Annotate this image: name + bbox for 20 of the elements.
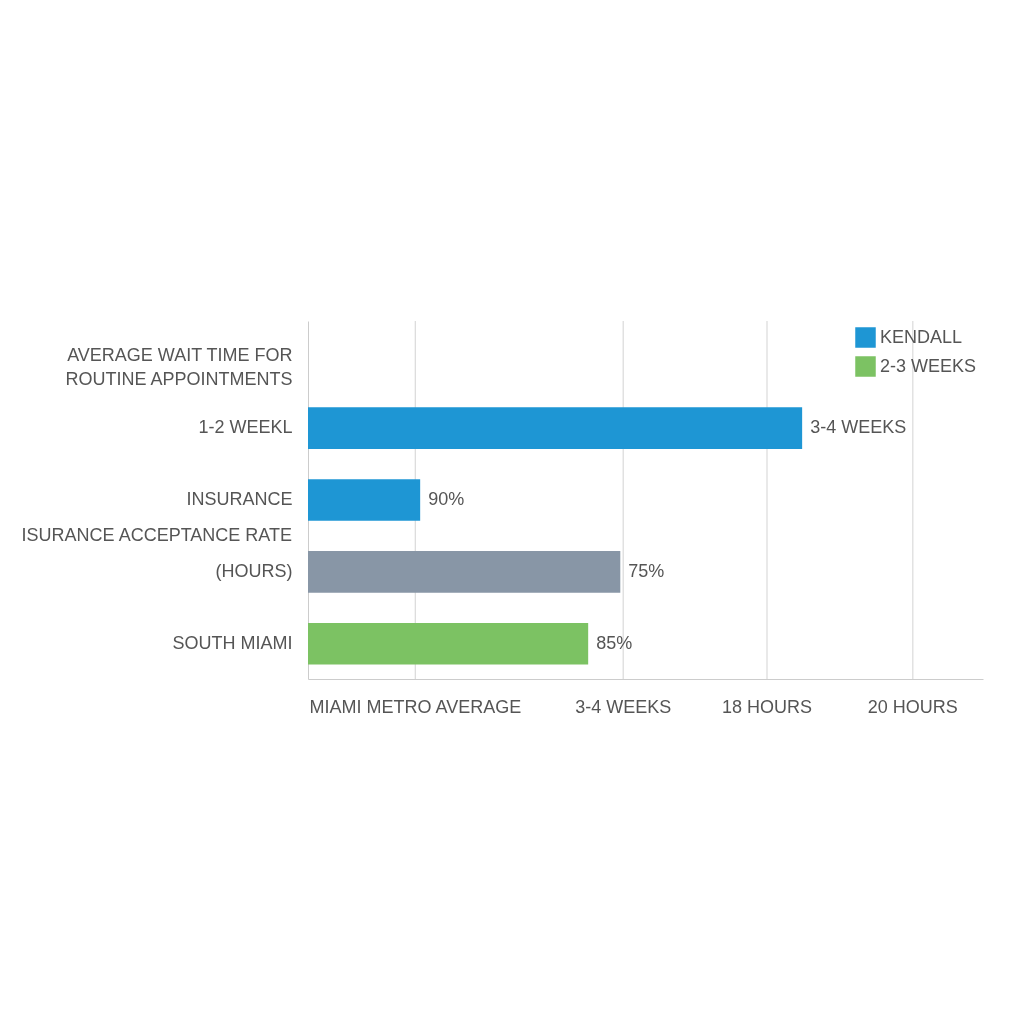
- text: ISURANCE ACCEPTANCE RATE: [21, 525, 292, 545]
- annotation: 3-4 WEEKS: [810, 417, 907, 438]
- bar: [308, 551, 621, 593]
- bar: [308, 622, 589, 665]
- y-tick-label: 1-2 WEEKL: [198, 417, 293, 438]
- text: MIAMI METRO AVERAGE: [309, 697, 522, 717]
- y-tick-label: AVERAGE WAIT TIME FOR ROUTINE APPOINTMENTS: [65, 345, 293, 390]
- annotation: 90%: [428, 489, 465, 509]
- text: 20 HOURS: [867, 697, 958, 717]
- text: 18 HOURS: [721, 697, 813, 717]
- text: 3-4 WEEKS: [575, 697, 672, 717]
- y-tick-label: (HOURS): [215, 560, 293, 581]
- annotation: 85%: [596, 632, 633, 653]
- bar: [308, 479, 421, 521]
- legend-label: 2-3 WEEKS: [880, 355, 977, 376]
- legend-label: KENDALL: [880, 326, 963, 347]
- y-tick-label: INSURANCE: [186, 489, 293, 509]
- bar: [308, 407, 803, 449]
- y-tick-label: SOUTH MIAMI: [172, 632, 293, 653]
- annotation: 75%: [628, 560, 665, 581]
